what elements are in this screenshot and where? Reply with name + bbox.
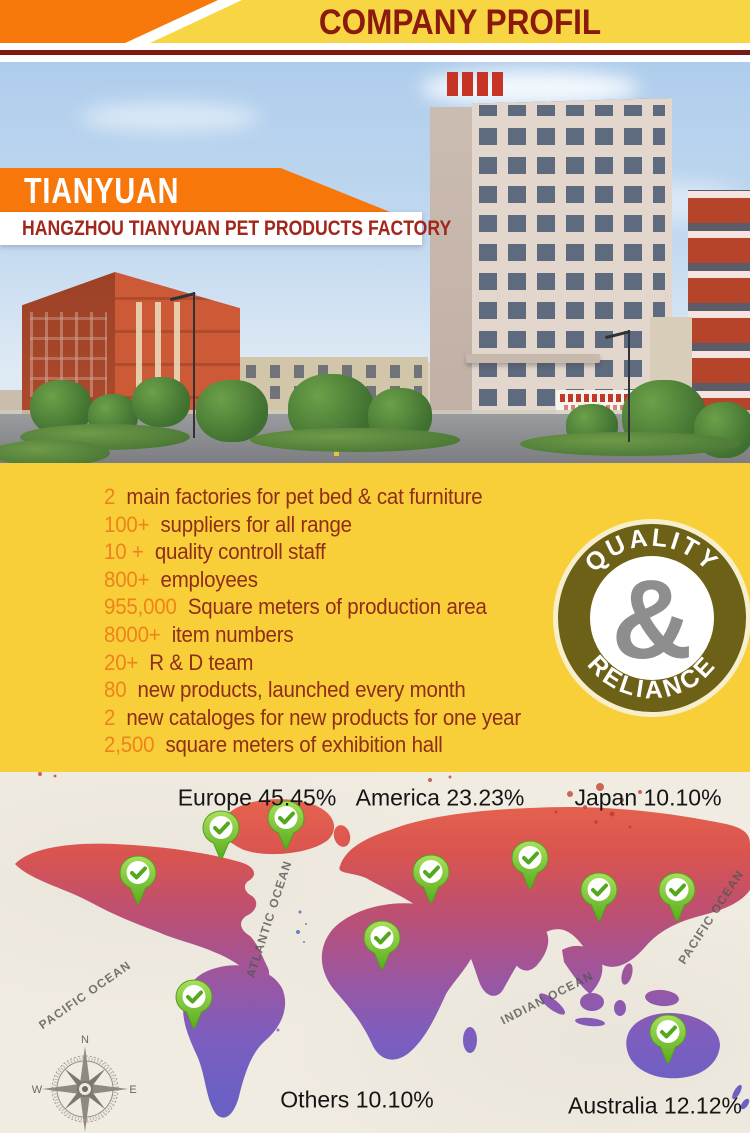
fact-line: 8000+ item numbers	[104, 621, 705, 649]
fact-line: 10 + quality controll staff	[104, 538, 705, 566]
entrance-canopy	[466, 354, 600, 363]
paint-splatter-purple	[242, 1000, 280, 1037]
bush	[0, 440, 110, 463]
island-new-zealand	[732, 1084, 742, 1100]
peninsula-korea	[646, 896, 658, 912]
continent-north-america	[15, 843, 270, 981]
sign-text-line	[560, 394, 640, 402]
fact-line: 80 new products, launched every month	[104, 676, 705, 704]
continents	[15, 799, 750, 1118]
tree	[132, 377, 190, 427]
paint-splatter-blue	[296, 910, 307, 943]
island-madagascar	[463, 1027, 477, 1053]
bush	[250, 428, 460, 452]
factory-photo: TIANYUAN HANGZHOU TIANYUAN PET PRODUCTS …	[0, 62, 750, 463]
roof-sign	[447, 72, 505, 96]
island-borneo	[580, 993, 604, 1011]
map-pin-europe-1	[201, 809, 241, 861]
brand-title: TIANYUAN	[24, 170, 180, 211]
street-lamp	[628, 330, 630, 442]
fact-line: 2,500 square meters of exhibition hall	[104, 731, 705, 759]
compass-w: W	[32, 1084, 43, 1096]
world-map	[15, 772, 750, 1118]
factory-name-bar	[0, 212, 422, 245]
factory-name: HANGZHOU TIANYUAN PET PRODUCTS FACTORY	[22, 217, 452, 240]
quality-reliance-badge: & QUALITY RELIANCE	[553, 519, 750, 717]
fact-number: 80	[104, 677, 127, 703]
fact-line: 955,000 Square meters of production area	[104, 593, 705, 621]
bush	[520, 432, 740, 456]
fact-text: R & D team	[149, 649, 254, 675]
region-label-america: America 23.23%	[355, 784, 525, 811]
island-new-guinea	[645, 989, 679, 1007]
fact-line: 100+ suppliers for all range	[104, 511, 705, 539]
world-map-section: Europe 45.45% America 23.23% Japan 10.10…	[0, 772, 750, 1133]
island-sulawesi	[614, 1000, 626, 1016]
compass-n: N	[81, 1034, 89, 1046]
window-row	[246, 365, 422, 378]
region-label-japan: Japan 10.10%	[574, 784, 722, 811]
fact-line: 20+ R & D team	[104, 649, 705, 677]
fact-number: 955,000	[104, 594, 177, 620]
fact-text: item numbers	[171, 621, 294, 647]
fact-text: new cataloges for new products for one y…	[126, 704, 521, 730]
building-right-red	[688, 190, 750, 438]
region-label-australia: Australia 12.12%	[568, 1092, 742, 1119]
page-title: COMPANY PROFIL	[318, 3, 602, 42]
fact-number: 10 +	[104, 539, 144, 565]
island-java	[575, 1017, 605, 1027]
divider-maroon-rule	[0, 50, 750, 55]
compass-rose: N W E S	[32, 1034, 137, 1132]
fact-line: 800+ employees	[104, 566, 705, 594]
divider	[0, 55, 750, 62]
island-japan-north	[692, 872, 704, 888]
badge-inner-circle	[590, 556, 714, 680]
tree	[196, 380, 268, 442]
fact-number: 2	[104, 484, 116, 509]
peninsula-indochina	[562, 945, 603, 994]
header-banner: COMPANY PROFIL	[0, 0, 750, 43]
fact-text: main factories for pet bed & cat furnitu…	[126, 484, 483, 509]
continent-eurasia	[339, 806, 750, 996]
divider	[0, 43, 750, 50]
paint-splatter-red	[38, 772, 642, 829]
island-new-zealand-south	[740, 1098, 750, 1110]
fact-text: Square meters of production area	[187, 594, 487, 620]
fact-number: 800+	[104, 566, 150, 592]
continent-africa	[321, 903, 480, 1060]
fact-line: 2 main factories for pet bed & cat furnit…	[104, 483, 705, 511]
fact-text: new products, launched every month	[137, 677, 466, 703]
island-britain	[333, 825, 351, 847]
tall-building-side-face	[430, 107, 472, 457]
fact-number: 20+	[104, 649, 139, 675]
fact-number: 8000+	[104, 621, 161, 647]
peninsula-india	[497, 917, 549, 971]
island-philippines	[621, 963, 633, 985]
street-lamp	[193, 292, 195, 438]
badge-ampersand: &	[612, 557, 693, 682]
fact-text: suppliers for all range	[160, 511, 353, 537]
fact-text: employees	[160, 566, 258, 592]
island-sumatra	[539, 993, 565, 1015]
compass-e: E	[129, 1084, 136, 1096]
region-label-europe: Europe 45.45%	[177, 784, 337, 811]
fact-number: 2,500	[104, 732, 155, 758]
fact-number: 2	[104, 704, 116, 730]
fact-text: square meters of exhibition hall	[165, 732, 443, 758]
facts-section: 2 main factories for pet bed & cat furnit…	[0, 463, 750, 772]
fact-number: 100+	[104, 511, 150, 537]
fact-text: quality controll staff	[154, 539, 326, 565]
cloud	[80, 102, 260, 132]
fact-line: 2 new cataloges for new products for one …	[104, 704, 705, 732]
region-label-others: Others 10.10%	[280, 1086, 434, 1113]
